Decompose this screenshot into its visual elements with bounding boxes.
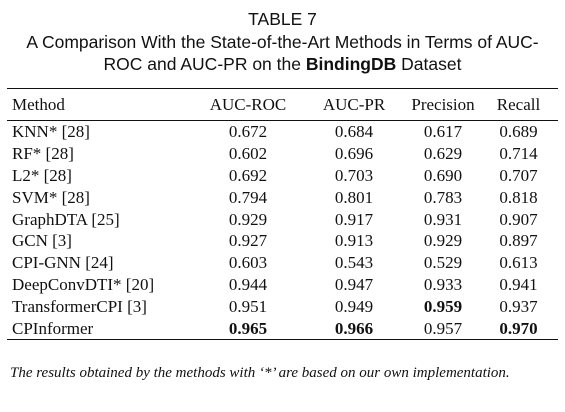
table-row: TransformerCPI [3] 0.951 0.949 0.959 0.937 (7, 295, 558, 317)
header-cell: Precision (411, 94, 475, 114)
value-cell: 0.959 (423, 296, 463, 316)
value-cell: 0.913 (334, 231, 374, 251)
header-cell: Method (12, 94, 65, 114)
value-cell: 0.629 (423, 144, 463, 164)
value-cell: 0.801 (334, 187, 374, 207)
table-row: CPI-GNN [24] 0.603 0.543 0.529 0.613 (7, 252, 558, 274)
method-cell: GCN [3] (12, 231, 72, 251)
value-cell: 0.917 (334, 209, 374, 229)
value-cell: 0.947 (334, 274, 374, 294)
table-row: SVM* [28] 0.794 0.801 0.783 0.818 (7, 186, 558, 208)
value-cell: 0.907 (499, 209, 538, 229)
table-row: KNN* [28] 0.672 0.684 0.617 0.689 (7, 121, 558, 143)
header-cell: AUC-ROC (209, 94, 287, 114)
value-cell: 0.696 (334, 144, 374, 164)
header-cell: AUC-PR (322, 94, 386, 114)
method-cell: CPInformer (12, 318, 94, 338)
table-row: GCN [3] 0.927 0.913 0.929 0.897 (7, 230, 558, 252)
footnote: The results obtained by the methods with… (10, 365, 510, 381)
method-cell: TransformerCPI [3] (12, 296, 147, 316)
value-cell: 0.818 (499, 187, 538, 207)
value-cell: 0.931 (423, 209, 463, 229)
method-cell: GraphDTA [25] (12, 209, 120, 229)
value-cell: 0.929 (228, 209, 268, 229)
method-cell: KNN* [28] (12, 122, 90, 142)
value-cell: 0.714 (499, 144, 538, 164)
value-cell: 0.957 (423, 318, 463, 338)
table-row: L2* [28] 0.692 0.703 0.690 0.707 (7, 165, 558, 187)
header-row: Method AUC-ROC AUC-PR Precision Recall (7, 88, 558, 121)
value-cell: 0.689 (499, 122, 538, 142)
caption-text: A Comparison With the State-of-the-Art M… (26, 32, 539, 74)
value-cell: 0.617 (423, 122, 463, 142)
value-cell: 0.966 (334, 318, 374, 338)
table-row: CPInformer 0.965 0.966 0.957 0.970 (7, 317, 558, 340)
table-caption: A Comparison With the State-of-the-Art M… (0, 31, 565, 75)
method-cell: SVM* [28] (12, 187, 90, 207)
value-cell: 0.933 (423, 274, 463, 294)
value-cell: 0.937 (499, 296, 538, 316)
value-cell: 0.897 (499, 231, 538, 251)
value-cell: 0.602 (228, 144, 268, 164)
value-cell: 0.951 (228, 296, 268, 316)
value-cell: 0.941 (499, 274, 538, 294)
value-cell: 0.613 (499, 253, 538, 273)
value-cell: 0.927 (228, 231, 268, 251)
caption-dataset: BindingDB (305, 54, 397, 74)
value-cell: 0.529 (423, 253, 463, 273)
table-row: DeepConvDTI* [20] 0.944 0.947 0.933 0.941 (7, 274, 558, 296)
header-cell: Recall (496, 94, 541, 114)
table-row: RF* [28] 0.602 0.696 0.629 0.714 (7, 143, 558, 165)
table-label: TABLE 7 (248, 9, 317, 29)
value-cell: 0.543 (334, 253, 374, 273)
method-cell: RF* [28] (12, 144, 74, 164)
results-table: Method AUC-ROC AUC-PR Precision Recall KNN* … (7, 88, 558, 340)
value-cell: 0.949 (334, 296, 374, 316)
method-cell: CPI-GNN [24] (12, 253, 114, 273)
value-cell: 0.703 (334, 165, 374, 185)
value-cell: 0.603 (228, 253, 268, 273)
value-cell: 0.690 (423, 165, 463, 185)
value-cell: 0.707 (499, 165, 538, 185)
value-cell: 0.684 (334, 122, 374, 142)
value-cell: 0.672 (228, 122, 268, 142)
method-cell: L2* [28] (12, 165, 72, 185)
value-cell: 0.794 (228, 187, 268, 207)
value-cell: 0.929 (423, 231, 463, 251)
value-cell: 0.944 (228, 274, 268, 294)
value-cell: 0.783 (423, 187, 463, 207)
method-cell: DeepConvDTI* [20] (12, 274, 155, 294)
value-cell: 0.692 (228, 165, 268, 185)
value-cell: 0.965 (228, 318, 268, 338)
table-row: GraphDTA [25] 0.929 0.917 0.931 0.907 (7, 208, 558, 230)
value-cell: 0.970 (499, 318, 538, 338)
caption-text: Dataset (401, 54, 462, 74)
